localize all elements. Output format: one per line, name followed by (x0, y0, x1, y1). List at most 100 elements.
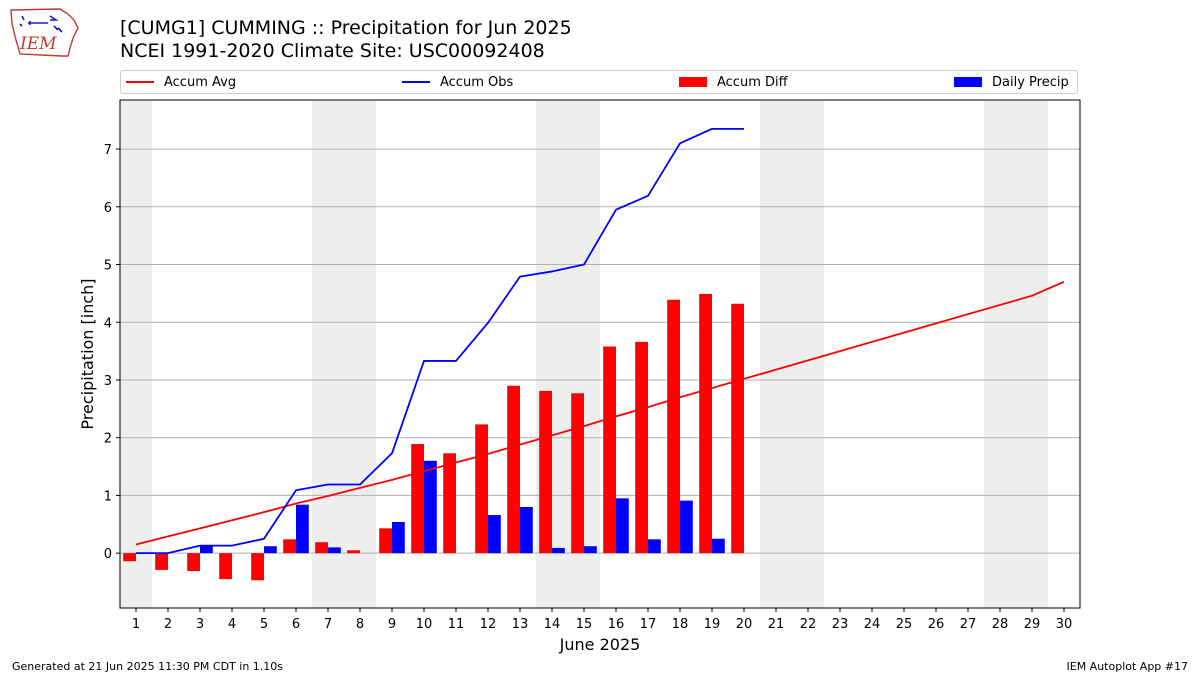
bar-accum-diff-day-12 (475, 424, 488, 554)
bar-daily-precip-day-7 (328, 547, 341, 554)
bar-daily-precip-day-6 (296, 504, 309, 554)
bar-daily-precip-day-18 (680, 500, 693, 554)
x-tick-label-19: 19 (704, 617, 721, 632)
weekend-shade-day-28 (984, 100, 1016, 608)
bar-accum-diff-day-20 (731, 303, 744, 554)
x-tick-label-11: 11 (448, 617, 465, 632)
x-tick-label-12: 12 (480, 617, 497, 632)
bar-daily-precip-day-9 (392, 521, 405, 554)
iem-logo: IEM (10, 8, 79, 57)
bar-accum-diff-day-8 (347, 550, 360, 554)
lines (135, 127, 1065, 555)
x-tick-label-8: 8 (356, 617, 364, 632)
legend-label-accum-diff: Accum Diff (717, 74, 788, 90)
bar-accum-diff-day-5 (251, 553, 264, 581)
x-tick-label-16: 16 (608, 617, 625, 632)
x-tick-label-17: 17 (640, 617, 657, 632)
bar-accum-diff-day-18 (667, 299, 680, 554)
bar-accum-diff-day-13 (507, 385, 520, 554)
x-tick-label-14: 14 (544, 617, 561, 632)
legend: Accum Avg Accum Obs Accum Diff Daily Pre… (120, 70, 1078, 94)
bar-accum-diff-day-1 (123, 553, 136, 562)
bar-accum-diff-day-9 (379, 528, 392, 554)
y-axis: 0 1 2 3 4 5 6 7 (104, 143, 120, 562)
bars (123, 293, 744, 581)
bar-accum-diff-day-7 (315, 542, 328, 554)
x-tick-label-22: 22 (800, 617, 817, 632)
y-tick-label-0: 0 (104, 547, 112, 562)
legend-item-accum-avg: Accum Avg (126, 71, 236, 93)
x-tick-label-26: 26 (928, 617, 945, 632)
line-accum-avg (135, 281, 1065, 546)
bar-daily-precip-day-16 (616, 498, 629, 554)
weather-symbols-icon (19, 15, 63, 33)
bar-accum-diff-day-10 (411, 444, 424, 554)
chart-title: [CUMG1] CUMMING :: Precipitation for Jun… (120, 17, 572, 39)
legend-label-accum-obs: Accum Obs (440, 74, 514, 90)
bar-accum-diff-day-4 (219, 553, 232, 580)
y-tick-label-5: 5 (104, 259, 112, 274)
gridlines (120, 148, 1080, 554)
bar-accum-diff-day-16 (603, 346, 616, 554)
weekend-shade-day-8 (344, 100, 376, 608)
bar-daily-precip-day-12 (488, 515, 501, 554)
x-tick-label-23: 23 (832, 617, 849, 632)
x-tick-label-20: 20 (736, 617, 753, 632)
bar-daily-precip-day-13 (520, 506, 533, 554)
plot-frame (119, 99, 1081, 609)
x-axis: 1 2 3 4 5 6 7 8 9 10 11 12 13 14 15 16 17 18 19 20 21 22 23 24 2… (132, 608, 1072, 632)
y-tick-label-6: 6 (104, 201, 112, 216)
x-tick-label-7: 7 (324, 617, 332, 632)
x-tick-label-3: 3 (196, 617, 204, 632)
y-tick-label-1: 1 (104, 489, 112, 504)
weekend-shade-day-29 (1016, 100, 1048, 608)
bar-daily-precip-day-3 (200, 545, 213, 554)
x-tick-label-10: 10 (416, 617, 433, 632)
line-accum-obs (136, 127, 744, 555)
y-axis-label: Precipitation [inch] (78, 278, 97, 429)
legend-label-daily-precip: Daily Precip (992, 74, 1069, 90)
legend-swatch-accum-avg (126, 81, 154, 83)
y-tick-label-3: 3 (104, 374, 112, 389)
bar-accum-diff-day-17 (635, 341, 648, 554)
x-tick-label-28: 28 (992, 617, 1009, 632)
bar-daily-precip-day-14 (552, 547, 565, 554)
x-tick-label-24: 24 (864, 617, 881, 632)
x-tick-label-6: 6 (292, 617, 300, 632)
footer-generated-text: Generated at 21 Jun 2025 11:30 PM CDT in… (12, 660, 284, 673)
bar-daily-precip-day-5 (264, 546, 277, 554)
y-tick-label-4: 4 (104, 316, 112, 331)
bar-accum-diff-day-2 (155, 553, 168, 570)
y-tick-label-7: 7 (104, 143, 112, 158)
weekend-shade-day-1 (120, 100, 152, 608)
bar-daily-precip-day-19 (712, 538, 725, 554)
x-tick-label-27: 27 (960, 617, 977, 632)
bar-daily-precip-day-15 (584, 546, 597, 554)
bar-accum-diff-day-19 (699, 293, 712, 554)
legend-item-daily-precip: Daily Precip (954, 71, 1069, 93)
bar-accum-diff-day-15 (571, 393, 584, 554)
x-tick-label-4: 4 (228, 617, 236, 632)
iem-logo-text: IEM (19, 34, 57, 54)
x-tick-label-30: 30 (1056, 617, 1073, 632)
x-tick-label-5: 5 (260, 617, 268, 632)
legend-swatch-daily-precip (954, 77, 982, 87)
footer-app-text: IEM Autoplot App #17 (1066, 660, 1189, 673)
x-tick-label-18: 18 (672, 617, 689, 632)
x-tick-label-1: 1 (132, 617, 140, 632)
x-tick-label-25: 25 (896, 617, 913, 632)
x-tick-label-29: 29 (1024, 617, 1041, 632)
iowa-outline (10, 8, 79, 57)
legend-label-accum-avg: Accum Avg (164, 74, 237, 90)
bar-daily-precip-day-10 (424, 460, 437, 554)
bar-daily-precip-day-17 (648, 539, 661, 554)
legend-item-accum-obs: Accum Obs (402, 71, 513, 93)
bar-accum-diff-day-14 (539, 390, 552, 554)
weekend-shade-day-22 (792, 100, 824, 608)
legend-item-accum-diff: Accum Diff (679, 71, 788, 93)
weekend-shade-day-7 (312, 100, 344, 608)
x-tick-label-13: 13 (512, 617, 529, 632)
y-tick-label-2: 2 (104, 432, 112, 447)
x-tick-label-21: 21 (768, 617, 785, 632)
